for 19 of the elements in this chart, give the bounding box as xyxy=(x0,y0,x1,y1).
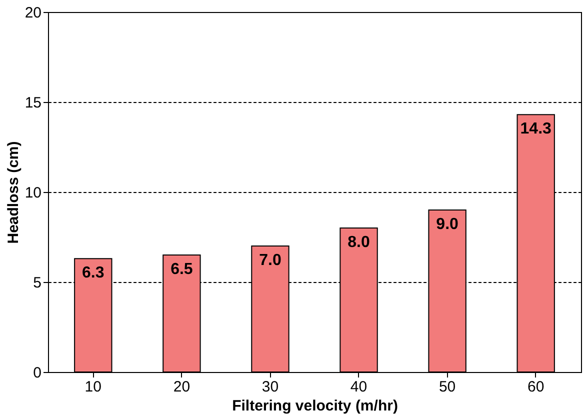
data-label: 14.3 xyxy=(520,120,552,138)
x-axis-title: Filtering velocity (m/hr) xyxy=(232,398,398,414)
data-label: 6.3 xyxy=(82,264,104,282)
y-axis-title: Headloss (cm) xyxy=(4,141,22,244)
x-tick-label: 40 xyxy=(350,378,368,396)
data-label: 8.0 xyxy=(348,234,370,251)
data-label: 7.0 xyxy=(259,252,282,269)
y-tick-label: 20 xyxy=(24,4,42,22)
x-tick-label: 20 xyxy=(173,378,190,396)
y-tick-label: 10 xyxy=(24,184,42,202)
x-tick-label: 10 xyxy=(84,378,102,396)
data-label: 9.0 xyxy=(436,216,459,233)
x-tick-label: 60 xyxy=(528,378,544,396)
data-label: 6.5 xyxy=(170,261,193,278)
y-tick-label: 15 xyxy=(24,94,42,112)
y-tick-label: 5 xyxy=(33,274,42,292)
y-tick-label: 0 xyxy=(33,364,42,382)
x-tick-label: 30 xyxy=(262,378,279,396)
x-tick-label: 50 xyxy=(438,378,456,396)
